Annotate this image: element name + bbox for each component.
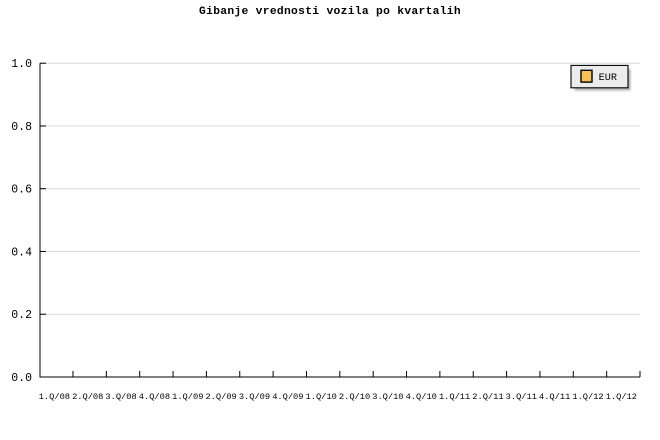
svg-text:3.Q/09: 3.Q/09 (239, 392, 270, 402)
svg-text:3.Q/11: 3.Q/11 (506, 392, 537, 402)
svg-text:1.0: 1.0 (11, 58, 32, 71)
svg-text:2.Q/10: 2.Q/10 (339, 392, 370, 402)
svg-text:0.6: 0.6 (11, 184, 32, 197)
svg-text:4.Q/08: 4.Q/08 (139, 392, 170, 402)
svg-text:3.Q/10: 3.Q/10 (372, 392, 403, 402)
svg-text:2.Q/08: 2.Q/08 (72, 392, 103, 402)
svg-text:1.Q/12: 1.Q/12 (572, 392, 603, 402)
svg-text:2.Q/09: 2.Q/09 (205, 392, 236, 402)
svg-text:0.4: 0.4 (11, 246, 32, 259)
svg-text:0.8: 0.8 (11, 121, 32, 134)
svg-text:3.Q/08: 3.Q/08 (105, 392, 136, 402)
svg-text:1.Q/08: 1.Q/08 (39, 392, 70, 402)
svg-text:EUR: EUR (599, 73, 617, 84)
svg-text:1.Q/12: 1.Q/12 (606, 392, 637, 402)
svg-text:4.Q/10: 4.Q/10 (406, 392, 437, 402)
svg-text:1.Q/09: 1.Q/09 (172, 392, 203, 402)
svg-text:1.Q/10: 1.Q/10 (306, 392, 337, 402)
svg-text:4.Q/09: 4.Q/09 (272, 392, 303, 402)
svg-text:2.Q/11: 2.Q/11 (472, 392, 503, 402)
svg-text:4.Q/11: 4.Q/11 (539, 392, 570, 402)
svg-text:0.2: 0.2 (11, 309, 32, 322)
svg-text:1.Q/11: 1.Q/11 (439, 392, 470, 402)
svg-text:0.0: 0.0 (11, 372, 32, 385)
